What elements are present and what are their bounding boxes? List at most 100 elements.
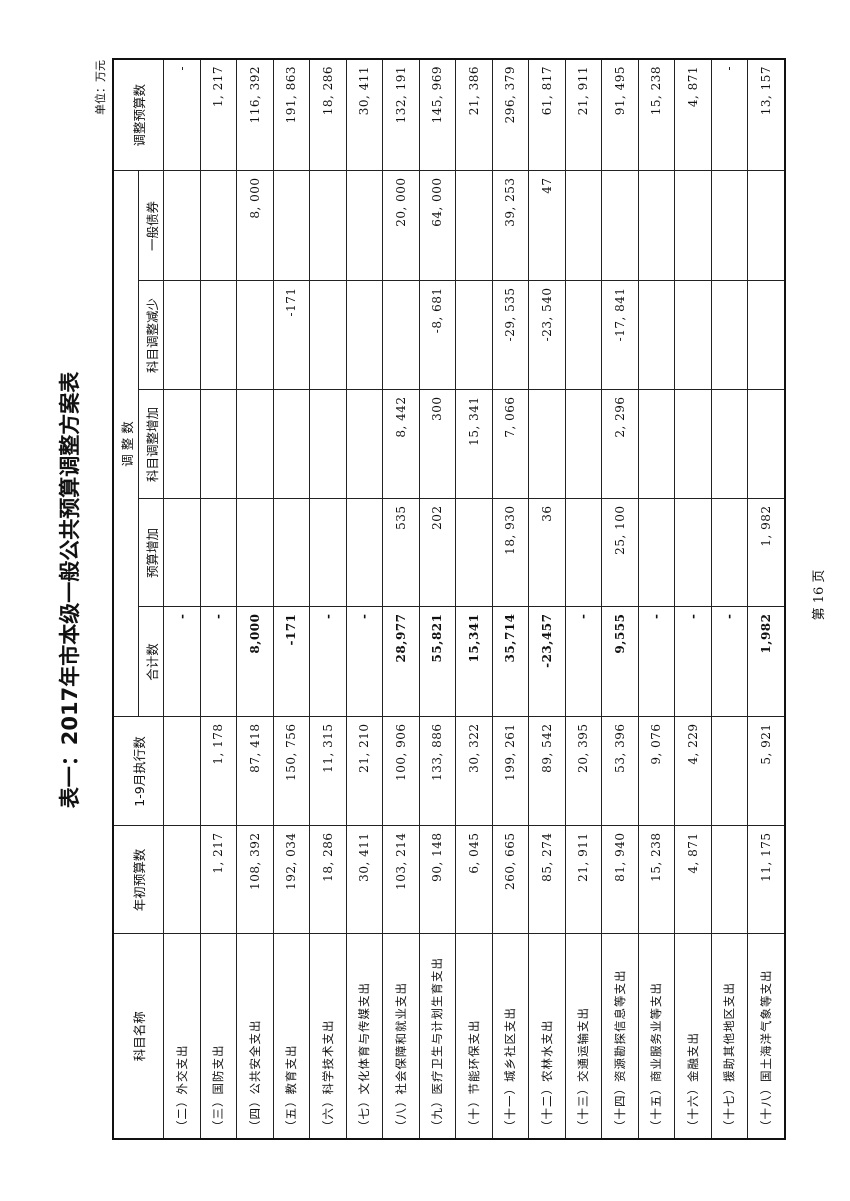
cell-initial-budget [711,826,748,934]
cell-total: -171 [273,607,310,717]
cell-adjusted-budget: 116, 392 [236,58,273,171]
cell-subject-decrease [747,281,785,390]
cell-name: （六）科学技术支出 [309,934,346,1139]
table-row: （十三）交通运输支出 21, 911 20, 395-21, 911 [565,58,602,1139]
cell-general-bond [163,170,200,281]
cell-executed [163,717,200,826]
page-title: 表一：2017年市本级一般公共预算调整方案表 [58,371,82,809]
cell-general-bond [309,170,346,281]
cell-executed: 87, 418 [236,717,273,826]
cell-executed: 199, 261 [492,717,529,826]
cell-subject-decrease [200,281,237,390]
header-row-1: 科目名称 年初预算数 1-9月执行数 调 整 数 调整预算数 [113,58,164,1139]
cell-subject-increase [309,390,346,499]
cell-general-bond [674,170,711,281]
table-row: （十一）城乡社区支出 260, 665 199, 261 35,714 18, 930 7… [492,58,529,1139]
cell-name: （十八）国土海洋气象等支出 [747,934,785,1139]
cell-adjusted-budget: 4, 871 [674,58,711,171]
cell-initial-budget: 1, 217 [200,826,237,934]
cell-subject-decrease [163,281,200,390]
cell-initial-budget: 15, 238 [638,826,675,934]
cell-general-bond: 20, 000 [382,170,419,281]
cell-budget-increase [163,499,200,607]
cell-adjusted-budget: 296, 379 [492,58,529,171]
cell-total: -23,457 [528,607,565,717]
cell-general-bond [711,170,748,281]
cell-subject-decrease: -8, 681 [419,281,456,390]
cell-total: - [200,607,237,717]
cell-total: 15,341 [455,607,492,717]
cell-budget-increase: 535 [382,499,419,607]
cell-executed: 89, 542 [528,717,565,826]
cell-general-bond [200,170,237,281]
cell-initial-budget: 260, 665 [492,826,529,934]
cell-subject-decrease: -23, 540 [528,281,565,390]
cell-total: - [711,607,748,717]
cell-total: 35,714 [492,607,529,717]
cell-name: （九）医疗卫生与计划生育支出 [419,934,456,1139]
cell-subject-decrease [346,281,383,390]
cell-budget-increase [674,499,711,607]
cell-name: （七）文化体育与传媒支出 [346,934,383,1139]
cell-total: - [163,607,200,717]
cell-executed: 150, 756 [273,717,310,826]
cell-initial-budget: 108, 392 [236,826,273,934]
cell-executed [711,717,748,826]
cell-total: 55,821 [419,607,456,717]
cell-name: （五）教育支出 [273,934,310,1139]
cell-subject-decrease [455,281,492,390]
cell-initial-budget: 81, 940 [601,826,638,934]
cell-subject-decrease [309,281,346,390]
cell-subject-increase: 2, 296 [601,390,638,499]
cell-name: （十六）金融支出 [674,934,711,1139]
cell-executed: 11, 315 [309,717,346,826]
cell-name: （十）节能环保支出 [455,934,492,1139]
cell-adjusted-budget: - [711,58,748,171]
cell-total: - [565,607,602,717]
cell-subject-increase [747,390,785,499]
table-row: （八）社会保障和就业支出 103, 214 100, 906 28,977 535 8, … [382,58,419,1139]
table-row: （十）节能环保支出 6, 045 30, 322 15,341 15, 341 21, 3… [455,58,492,1139]
cell-subject-increase: 15, 341 [455,390,492,499]
cell-initial-budget [163,826,200,934]
cell-subject-increase [711,390,748,499]
cell-budget-increase [455,499,492,607]
cell-executed: 9, 076 [638,717,675,826]
cell-name: （十三）交通运输支出 [565,934,602,1139]
cell-budget-increase [309,499,346,607]
cell-total: 1,982 [747,607,785,717]
cell-subject-decrease [565,281,602,390]
cell-name: （三）国防支出 [200,934,237,1139]
cell-subject-decrease [638,281,675,390]
cell-budget-increase: 25, 100 [601,499,638,607]
cell-budget-increase [638,499,675,607]
cell-total: - [309,607,346,717]
table-body: （二）外交支出 - - （三）国防支出 1, 217 1, 178-1, 217 （四）公共… [163,58,785,1139]
cell-subject-increase [528,390,565,499]
cell-general-bond: 47 [528,170,565,281]
cell-initial-budget: 21, 911 [565,826,602,934]
budget-adjustment-table: 科目名称 年初预算数 1-9月执行数 调 整 数 调整预算数 合计数 预算增加 … [112,57,786,1140]
cell-adjusted-budget: 30, 411 [346,58,383,171]
header-name: 科目名称 [113,934,164,1139]
cell-subject-increase: 8, 442 [382,390,419,499]
cell-total: - [674,607,711,717]
cell-budget-increase [236,499,273,607]
header-adjustment-group: 调 整 数 [113,170,139,717]
cell-subject-increase [346,390,383,499]
cell-executed: 100, 906 [382,717,419,826]
cell-subject-decrease [236,281,273,390]
cell-general-bond [346,170,383,281]
table-row: （六）科学技术支出 18, 286 11, 315-18, 286 [309,58,346,1139]
cell-executed: 21, 210 [346,717,383,826]
cell-executed: 1, 178 [200,717,237,826]
cell-initial-budget: 85, 274 [528,826,565,934]
cell-total: 28,977 [382,607,419,717]
cell-adjusted-budget: 21, 911 [565,58,602,171]
cell-adjusted-budget: 191, 863 [273,58,310,171]
cell-executed: 5, 921 [747,717,785,826]
cell-general-bond: 64, 000 [419,170,456,281]
cell-initial-budget: 18, 286 [309,826,346,934]
cell-budget-increase [565,499,602,607]
cell-general-bond [565,170,602,281]
